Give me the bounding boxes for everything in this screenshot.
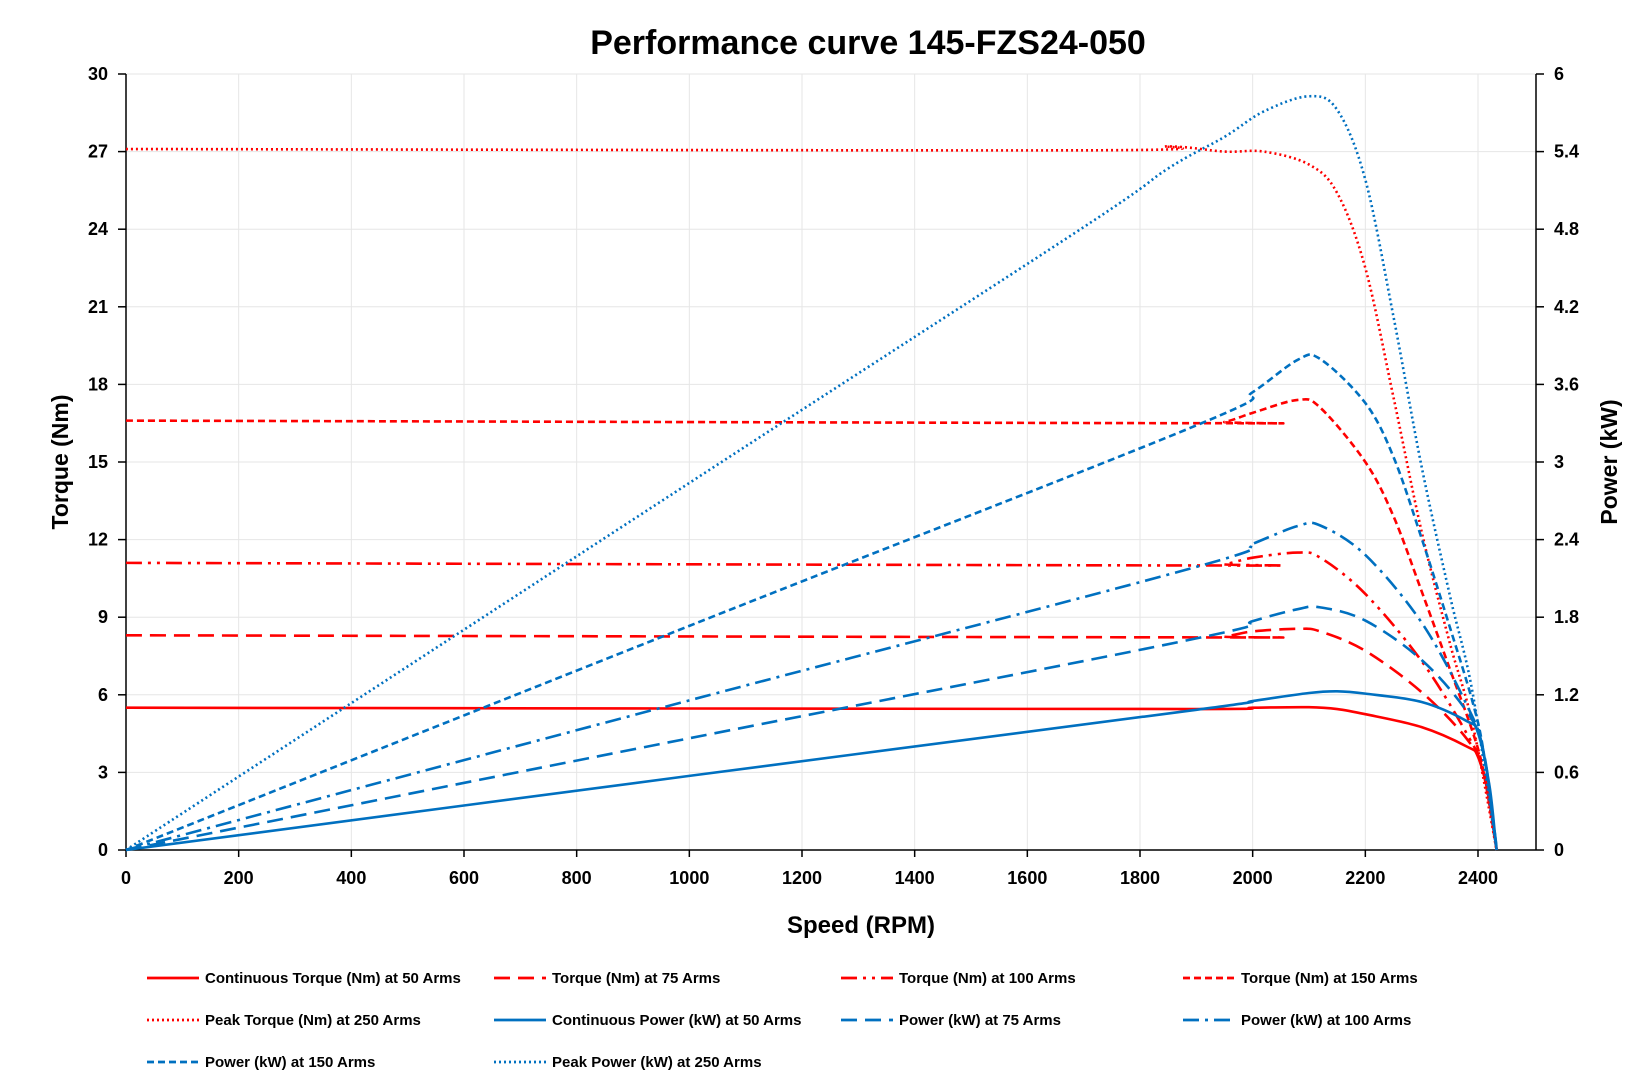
series-line-3	[125, 397, 1498, 851]
legend-item: Continuous Torque (Nm) at 50 Arms	[147, 970, 461, 987]
legend-item: Torque (Nm) at 100 Arms	[841, 970, 1076, 987]
x-tick-label: 2200	[1345, 868, 1385, 888]
y-tick-label: 0	[98, 840, 108, 860]
x-tick-label: 1000	[669, 868, 709, 888]
chart-title: Performance curve 145-FZS24-050	[590, 24, 1146, 62]
series-line-6	[125, 605, 1498, 852]
legend-item: Torque (Nm) at 150 Arms	[1183, 970, 1418, 987]
y2-tick-label: 1.8	[1554, 607, 1579, 627]
series-line-8	[125, 353, 1498, 852]
y2-tick-label: 4.2	[1554, 297, 1579, 317]
legend-label: Continuous Power (kW) at 50 Arms	[552, 1012, 801, 1029]
legend-item: Torque (Nm) at 75 Arms	[494, 970, 720, 987]
y2-tick-label: 0	[1554, 840, 1564, 860]
legend: Continuous Torque (Nm) at 50 Arms Torque …	[147, 970, 1418, 1071]
y2-axis-label: Power (kW)	[1596, 399, 1622, 524]
x-axis-label: Speed (RPM)	[787, 912, 935, 939]
x-tick-label: 0	[121, 868, 131, 888]
y-tick-label: 24	[88, 219, 108, 239]
y2-tick-label: 4.8	[1554, 219, 1579, 239]
legend-item: Power (kW) at 100 Arms	[1183, 1012, 1411, 1029]
legend-item: Peak Torque (Nm) at 250 Arms	[147, 1012, 421, 1029]
y-tick-label: 21	[88, 297, 108, 317]
y-tick-label: 12	[88, 530, 108, 550]
y-tick-label: 9	[98, 607, 108, 627]
legend-label: Torque (Nm) at 100 Arms	[899, 970, 1076, 987]
legend-item: Power (kW) at 150 Arms	[147, 1054, 375, 1071]
y-tick-label: 27	[88, 142, 108, 162]
y2-tick-label: 0.6	[1554, 762, 1579, 782]
x-tick-label: 800	[562, 868, 592, 888]
legend-label: Power (kW) at 75 Arms	[899, 1012, 1061, 1029]
y2-tick-label: 5.4	[1554, 142, 1579, 162]
legend-item: Peak Power (kW) at 250 Arms	[494, 1054, 762, 1071]
y-tick-label: 30	[88, 64, 108, 84]
series-line-2	[125, 551, 1498, 851]
legend-label: Power (kW) at 150 Arms	[205, 1054, 375, 1071]
y-tick-label: 3	[98, 762, 108, 782]
series-line-9	[125, 94, 1498, 852]
legend-label: Peak Torque (Nm) at 250 Arms	[205, 1012, 421, 1029]
x-tick-label: 1200	[782, 868, 822, 888]
legend-label: Torque (Nm) at 75 Arms	[552, 970, 720, 987]
y2-tick-label: 1.2	[1554, 685, 1579, 705]
x-tick-label: 400	[336, 868, 366, 888]
y-tick-label: 15	[88, 452, 108, 472]
axes: 0 200 400 600 800 1000 1200 1400 1600 1800 2000 220…	[88, 64, 1579, 888]
y-tick-label: 18	[88, 374, 108, 394]
y2-tick-label: 3	[1554, 452, 1564, 472]
series-lines	[125, 94, 1498, 852]
x-tick-label: 1400	[895, 868, 935, 888]
y2-tick-label: 2.4	[1554, 530, 1579, 550]
x-tick-label: 2400	[1458, 868, 1498, 888]
y2-tick-label: 3.6	[1554, 374, 1579, 394]
series-line-0	[125, 705, 1498, 851]
x-tick-label: 2000	[1233, 868, 1273, 888]
y-tick-label: 6	[98, 685, 108, 705]
legend-label: Torque (Nm) at 150 Arms	[1241, 970, 1418, 987]
x-tick-label: 600	[449, 868, 479, 888]
x-tick-label: 1600	[1007, 868, 1047, 888]
y2-tick-label: 6	[1554, 64, 1564, 84]
y-axis-label: Torque (Nm)	[47, 394, 73, 529]
x-tick-label: 200	[224, 868, 254, 888]
gridlines	[126, 73, 1536, 850]
x-tick-label: 1800	[1120, 868, 1160, 888]
legend-item: Continuous Power (kW) at 50 Arms	[494, 1012, 801, 1029]
series-line-7	[125, 521, 1498, 852]
legend-label: Peak Power (kW) at 250 Arms	[552, 1054, 762, 1071]
legend-label: Continuous Torque (Nm) at 50 Arms	[205, 970, 461, 987]
legend-item: Power (kW) at 75 Arms	[841, 1012, 1061, 1029]
series-line-1	[125, 627, 1498, 851]
series-line-4	[125, 145, 1498, 851]
legend-label: Power (kW) at 100 Arms	[1241, 1012, 1411, 1029]
